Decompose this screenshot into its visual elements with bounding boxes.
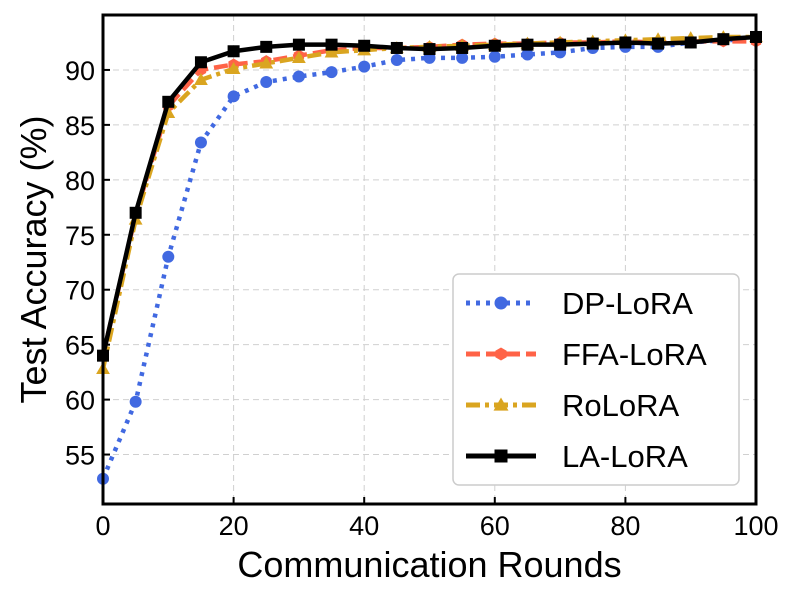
data-point	[260, 76, 273, 89]
legend-entry-rolora: RoLoRA	[466, 388, 679, 423]
y-tick-label: 65	[65, 331, 95, 361]
data-point	[325, 66, 338, 79]
data-point	[488, 39, 501, 52]
data-point	[456, 51, 469, 64]
data-point	[586, 37, 599, 50]
data-point	[619, 36, 632, 49]
tick-layer: 0 20 40 60 80 100 55 60 65 70 75 80 85 90	[65, 56, 779, 541]
legend-entry-la-lora: LA-LoRA	[466, 439, 688, 474]
data-point	[129, 206, 142, 219]
legend-entry-dp-lora: DP-LoRA	[466, 286, 693, 321]
x-tick-label: 0	[95, 511, 110, 541]
data-point	[358, 60, 371, 73]
legend-swatch-marker	[494, 449, 508, 463]
data-point	[423, 43, 436, 56]
data-point	[456, 41, 469, 54]
legend-label: DP-LoRA	[562, 286, 693, 321]
y-tick-label: 55	[65, 441, 95, 471]
y-axis-title: Test Accuracy (%)	[13, 115, 54, 403]
data-point	[390, 54, 403, 67]
data-point	[162, 95, 175, 108]
data-point	[652, 37, 665, 50]
legend: DP-LoRA FFA-LoRA RoLoRA LA-LoRA	[452, 273, 740, 486]
data-point	[390, 41, 403, 54]
data-point	[324, 45, 339, 58]
x-tick-label: 100	[733, 511, 778, 541]
plot-frame	[101, 13, 758, 506]
data-point	[227, 45, 240, 58]
series-la-lora	[97, 30, 762, 362]
legend-label: LA-LoRA	[562, 439, 688, 474]
legend-label: FFA-LoRA	[562, 337, 707, 372]
data-point	[521, 48, 534, 61]
data-point	[162, 250, 175, 263]
x-axis-title: Communication Rounds	[237, 544, 621, 585]
x-tick-label: 40	[349, 511, 379, 541]
y-tick-label: 85	[65, 111, 95, 141]
y-tick-label: 80	[65, 166, 95, 196]
y-tick-label: 75	[65, 221, 95, 251]
data-point	[292, 50, 306, 64]
data-point	[194, 136, 207, 149]
data-point	[129, 395, 142, 408]
y-tick-label: 70	[65, 276, 95, 306]
y-tick-label: 60	[65, 386, 95, 416]
x-tick-label: 80	[610, 511, 640, 541]
data-point	[554, 38, 567, 51]
data-point	[194, 56, 207, 69]
y-tick-label: 90	[65, 56, 95, 86]
data-point	[194, 72, 208, 86]
data-point	[226, 61, 241, 75]
legend-swatch-marker	[494, 296, 508, 310]
data-point	[684, 36, 697, 49]
legend-label: RoLoRA	[562, 388, 679, 423]
legend-box	[452, 273, 740, 486]
data-point	[488, 50, 501, 63]
x-tick-label: 20	[219, 511, 249, 541]
data-point	[259, 56, 274, 69]
data-point	[521, 38, 534, 51]
legend-swatch-marker	[495, 347, 507, 361]
data-point	[260, 40, 273, 53]
data-point	[292, 70, 305, 83]
data-point	[717, 33, 730, 46]
data-point	[325, 38, 338, 51]
legend-swatch-marker	[493, 397, 509, 411]
data-point	[227, 90, 240, 103]
x-tick-label: 60	[480, 511, 510, 541]
data-point	[292, 38, 305, 51]
legend-entry-ffa-lora: FFA-LoRA	[466, 337, 707, 372]
data-point	[358, 39, 371, 52]
